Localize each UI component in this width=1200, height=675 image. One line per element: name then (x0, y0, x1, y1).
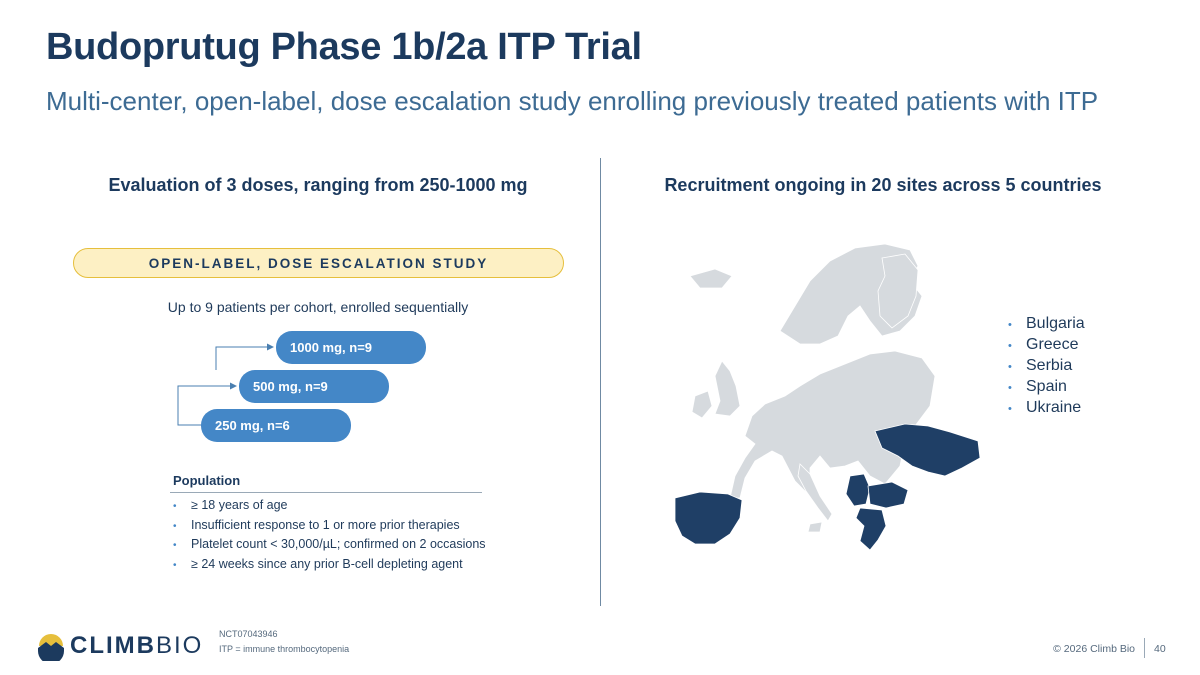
list-item: • Bulgaria (1008, 313, 1085, 334)
bullet-icon: • (173, 560, 177, 572)
bullet-icon: • (1008, 403, 1012, 415)
iceland-shape (689, 268, 733, 289)
page-title: Budoprutug Phase 1b/2a ITP Trial (46, 26, 642, 68)
dose-cohort-500mg: 500 mg, n=9 (239, 370, 389, 403)
column-divider (600, 158, 601, 606)
population-divider (170, 492, 482, 493)
cohort-note: Up to 9 patients per cohort, enrolled se… (167, 299, 469, 315)
list-item: • Ukraine (1008, 397, 1085, 418)
list-item: • Insufficient response to 1 or more prio… (173, 516, 486, 536)
list-item: • Greece (1008, 334, 1085, 355)
spain-region (674, 491, 743, 545)
bullet-icon: • (173, 540, 177, 552)
bullet-icon: • (1008, 340, 1012, 352)
logo-text-bold: CLIMB (70, 632, 156, 659)
sicily-shape (807, 521, 823, 533)
bullet-icon: • (1008, 382, 1012, 394)
europe-map (674, 243, 981, 551)
dose-cohort-250mg: 250 mg, n=6 (201, 409, 351, 442)
mountain-sun-logo-icon (38, 634, 64, 661)
population-title: Population (173, 473, 241, 488)
italy-shape (797, 463, 833, 522)
climb-bio-logo: CLIMBBIO (36, 631, 203, 661)
page-number-divider (1144, 638, 1145, 658)
bullet-icon: • (1008, 319, 1012, 331)
serbia-region (845, 473, 871, 507)
doses-heading: Evaluation of 3 doses, ranging from 250-… (108, 175, 528, 195)
list-item: • Spain (1008, 376, 1085, 397)
logo-text-light: BIO (155, 632, 204, 659)
page-subtitle: Multi-center, open-label, dose escalatio… (46, 86, 1099, 116)
trial-id-note: NCT07043946 (219, 629, 278, 639)
map-base-countries (689, 243, 936, 533)
list-item: • Platelet count < 30,000/µL; confirmed o… (173, 535, 486, 555)
arrow-500-to-1000 (215, 343, 274, 370)
dose-cohort-1000mg: 1000 mg, n=9 (276, 331, 426, 364)
map-highlight-countries (674, 423, 981, 551)
bullet-icon: • (173, 520, 177, 532)
ukraine-region (874, 423, 981, 477)
country-list: • Bulgaria • Greece • Serbia • Spain • Ukrain… (1008, 313, 1085, 418)
ireland-shape (691, 390, 713, 419)
greece-region (855, 507, 887, 551)
recruitment-heading: Recruitment ongoing in 20 sites across 5… (664, 175, 1102, 195)
page-number: 40 (1154, 643, 1166, 655)
finland-shape (877, 253, 919, 329)
list-item: • ≥ 18 years of age (173, 496, 486, 516)
bullet-icon: • (1008, 361, 1012, 373)
population-list: • ≥ 18 years of age • Insufficient respons… (173, 496, 486, 575)
copyright: © 2026 Climb Bio (1053, 643, 1135, 655)
abbreviation-note: ITP = immune thrombocytopenia (219, 644, 350, 654)
study-design-banner: OPEN-LABEL, DOSE ESCALATION STUDY (73, 248, 564, 278)
list-item: • ≥ 24 weeks since any prior B-cell deple… (173, 555, 486, 575)
list-item: • Serbia (1008, 355, 1085, 376)
uk-shape (714, 360, 741, 417)
bullet-icon: • (173, 501, 177, 512)
bulgaria-region (867, 481, 909, 509)
